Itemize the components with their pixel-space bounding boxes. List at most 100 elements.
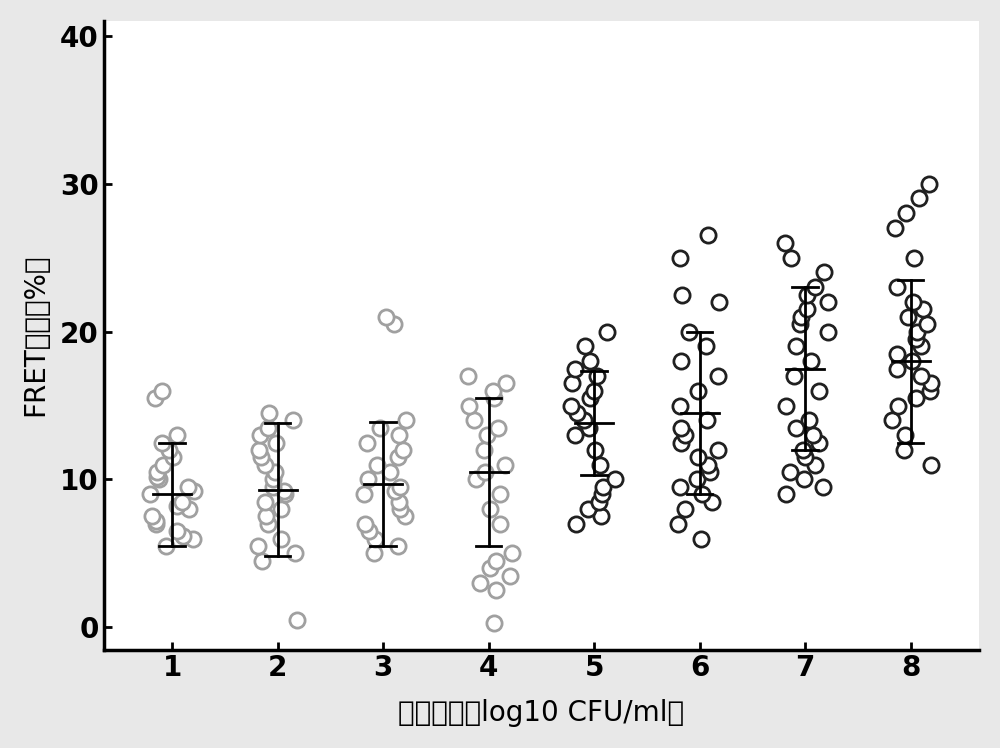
Point xyxy=(488,555,504,567)
Point xyxy=(783,251,799,263)
Point xyxy=(165,451,181,463)
Point xyxy=(586,384,602,396)
Point xyxy=(803,355,819,367)
Point xyxy=(816,266,832,278)
Point xyxy=(778,399,794,411)
Point xyxy=(805,429,821,441)
Point xyxy=(900,310,916,322)
Point xyxy=(908,333,924,345)
Point xyxy=(698,340,714,352)
Point xyxy=(589,370,605,382)
Point xyxy=(792,318,808,330)
Point xyxy=(181,503,197,515)
Point xyxy=(253,451,269,463)
Point xyxy=(485,384,501,396)
Point xyxy=(592,459,608,470)
Point xyxy=(672,481,688,493)
Point xyxy=(287,548,303,560)
Point xyxy=(391,496,407,508)
Point xyxy=(919,318,935,330)
Point xyxy=(700,230,716,242)
Point xyxy=(786,370,802,382)
Point xyxy=(147,392,163,404)
Point xyxy=(265,481,281,493)
Point xyxy=(366,548,382,560)
Point xyxy=(884,414,900,426)
Point xyxy=(795,444,811,456)
Point xyxy=(563,399,579,411)
Point xyxy=(896,444,912,456)
Point xyxy=(382,466,398,478)
Point xyxy=(710,444,726,456)
Point xyxy=(261,407,277,419)
Point xyxy=(820,325,836,337)
Point xyxy=(890,399,906,411)
Point xyxy=(397,510,413,522)
Point xyxy=(576,414,592,426)
Point xyxy=(154,437,170,449)
Point xyxy=(694,488,710,500)
Point xyxy=(155,459,171,470)
Point xyxy=(175,530,191,542)
Y-axis label: FRET效率（%）: FRET效率（%） xyxy=(21,254,49,417)
Point xyxy=(395,444,411,456)
Point xyxy=(788,340,804,352)
Point xyxy=(702,466,718,478)
Point xyxy=(607,473,623,485)
Point xyxy=(793,310,809,322)
Point xyxy=(151,473,167,485)
Point xyxy=(699,414,715,426)
Point xyxy=(468,473,484,485)
Point xyxy=(504,548,520,560)
Point xyxy=(169,500,185,512)
Point xyxy=(360,473,376,485)
Point xyxy=(581,422,597,434)
Point xyxy=(479,429,495,441)
Point xyxy=(801,414,817,426)
Point xyxy=(361,525,377,537)
Point xyxy=(593,510,609,522)
Point xyxy=(582,392,598,404)
Point xyxy=(461,399,477,411)
Point xyxy=(564,377,580,389)
Point xyxy=(799,304,815,316)
Point xyxy=(704,496,720,508)
Point xyxy=(498,377,514,389)
Point xyxy=(277,488,293,500)
Point xyxy=(260,422,276,434)
Point xyxy=(486,392,502,404)
Point xyxy=(778,488,794,500)
Point xyxy=(378,310,394,322)
Point xyxy=(673,422,689,434)
Point xyxy=(273,503,289,515)
Point xyxy=(149,470,165,482)
Point xyxy=(599,325,615,337)
Point xyxy=(372,422,388,434)
Point xyxy=(497,459,513,470)
Point xyxy=(594,488,610,500)
Point xyxy=(673,437,689,449)
Point xyxy=(923,377,939,389)
Point xyxy=(673,355,689,367)
Point xyxy=(577,340,593,352)
Point xyxy=(392,481,408,493)
Point xyxy=(482,562,498,574)
Point xyxy=(482,503,498,515)
Point xyxy=(887,222,903,234)
Point xyxy=(567,429,583,441)
Point xyxy=(390,451,406,463)
Point xyxy=(144,510,160,522)
Point xyxy=(257,459,273,470)
Point xyxy=(889,363,905,375)
Point xyxy=(169,525,185,537)
Point xyxy=(689,473,705,485)
Point xyxy=(149,466,165,478)
Point xyxy=(488,584,504,596)
Point xyxy=(257,496,273,508)
Point xyxy=(268,437,284,449)
Point xyxy=(677,429,693,441)
Point xyxy=(252,429,268,441)
Point xyxy=(502,570,518,582)
Point xyxy=(905,296,921,308)
Point xyxy=(911,192,927,204)
